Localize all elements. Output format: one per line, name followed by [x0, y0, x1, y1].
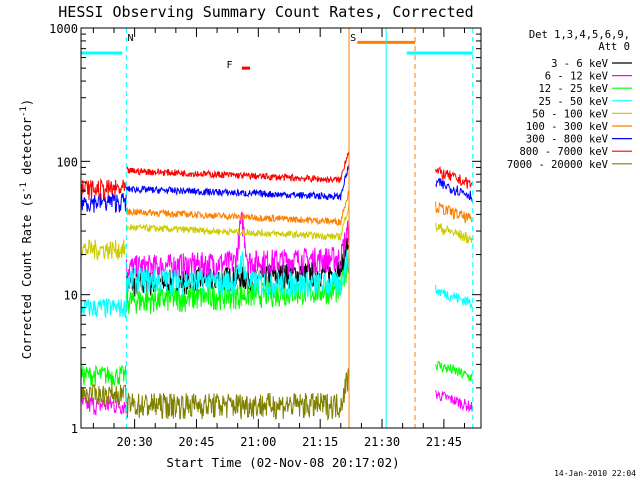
- series-line: [435, 178, 473, 202]
- x-tick-label: 21:45: [426, 435, 462, 449]
- series-line: [435, 284, 473, 309]
- x-tick-label: 21:30: [364, 435, 400, 449]
- x-tick-label: 21:15: [302, 435, 338, 449]
- y-axis-label: Corrected Count Rate (s-1 detector-1): [19, 99, 34, 359]
- legend-label: 800 - 7000 keV: [519, 146, 608, 158]
- series-line: [80, 364, 127, 387]
- footer-date: 14-Jan-2010 22:04: [554, 469, 636, 478]
- series-800-7000kev: [80, 151, 473, 201]
- annotation-f: F: [226, 60, 232, 71]
- plot-frame: [80, 27, 482, 429]
- series-line: [125, 164, 350, 201]
- legend-label: 7000 - 20000 keV: [507, 159, 609, 171]
- x-tick-label: 20:30: [117, 435, 153, 449]
- annotation-s: S: [350, 33, 356, 44]
- y-tick-label: 100: [56, 155, 78, 169]
- series-line: [80, 239, 127, 262]
- legend-label: 12 - 25 keV: [538, 83, 608, 95]
- series-12-25kev: [80, 257, 473, 387]
- series-line: [435, 165, 473, 189]
- series-line: [435, 201, 473, 224]
- series-line: [125, 368, 350, 421]
- legend-label: 100 - 300 keV: [526, 121, 609, 133]
- series-line: [80, 298, 127, 319]
- legend-label: 300 - 800 keV: [526, 134, 609, 146]
- series-line: [126, 151, 350, 184]
- y-tick-label: 1000: [49, 22, 78, 36]
- legend-header: Att 0: [598, 41, 630, 53]
- series-line: [125, 190, 350, 227]
- chart-title: HESSI Observing Summary Count Rates, Cor…: [58, 3, 473, 21]
- legend-label: 6 - 12 keV: [545, 71, 609, 83]
- legend-label: 50 - 100 keV: [532, 108, 609, 120]
- x-tick-label: 20:45: [178, 435, 214, 449]
- y-tick-label: 1: [71, 422, 78, 436]
- series-line: [435, 222, 473, 244]
- annotation-n: N: [127, 33, 133, 44]
- series-50-100kev: [80, 203, 473, 262]
- series-line: [125, 247, 350, 298]
- series-7000-20000kev: [80, 368, 350, 421]
- series-line: [435, 360, 473, 382]
- series-6-12kev: [80, 211, 473, 416]
- legend-label: 25 - 50 keV: [538, 96, 608, 108]
- legend-label: 3 - 6 keV: [551, 58, 609, 70]
- series-line: [125, 257, 350, 315]
- series-line: [125, 203, 350, 241]
- legend-header: Det 1,3,4,5,6,9,: [529, 29, 630, 41]
- series-25-50kev: [80, 247, 473, 319]
- x-tick-label: 21:00: [240, 435, 276, 449]
- series-line: [435, 389, 473, 413]
- series-100-300kev: [125, 190, 473, 227]
- series-line: [80, 177, 127, 201]
- y-tick-label: 10: [64, 289, 78, 303]
- x-axis-label: Start Time (02-Nov-08 20:17:02): [166, 455, 399, 470]
- svg-text:Corrected Count Rate (s-1 dete: Corrected Count Rate (s-1 detector-1): [19, 99, 34, 359]
- series-line: [125, 211, 350, 281]
- series-line: [80, 383, 127, 407]
